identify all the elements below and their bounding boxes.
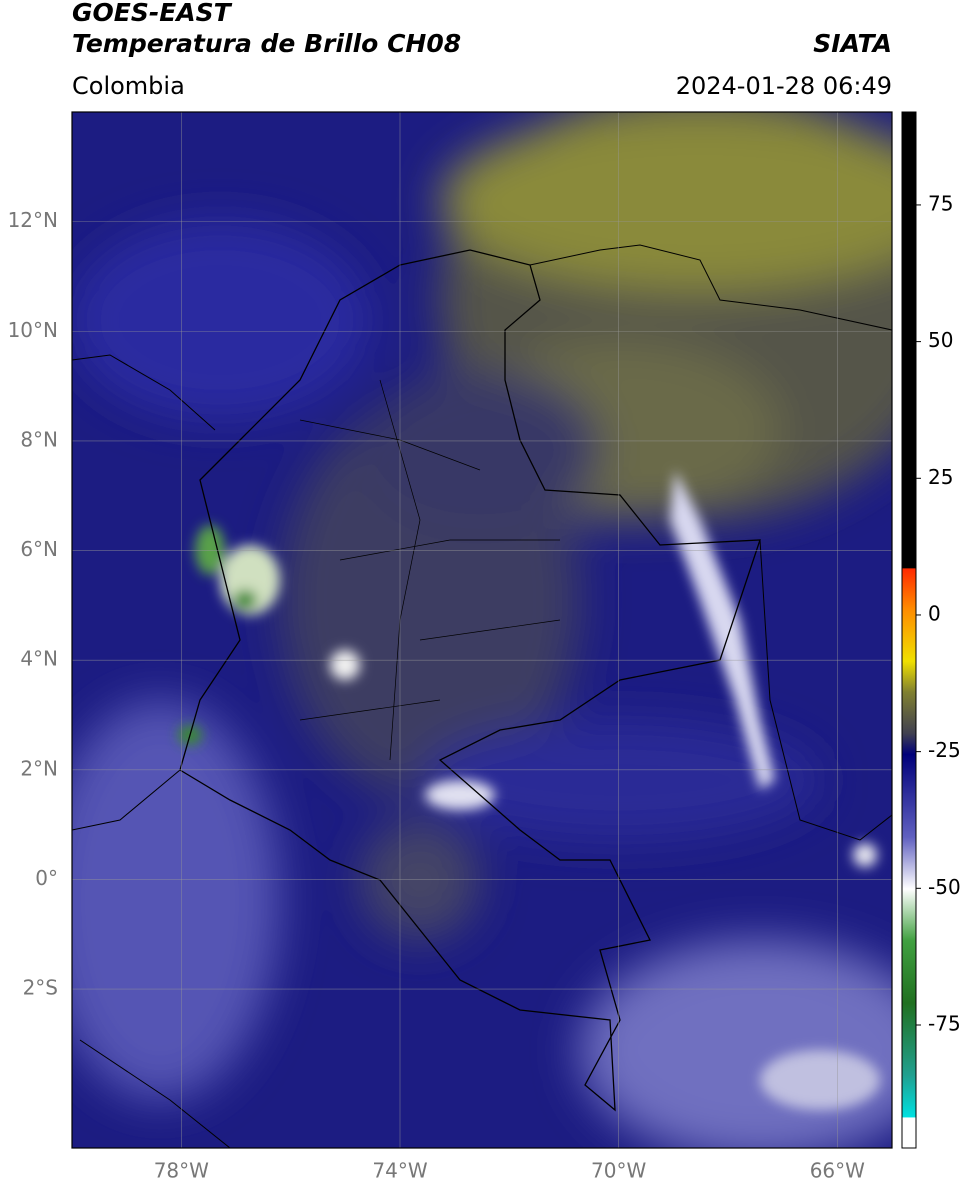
y-tick-label: 6°N (20, 537, 58, 561)
y-tick-label: 10°N (8, 318, 58, 342)
datetime: 2024-01-28 06:49 (676, 72, 892, 100)
colorbar-tick-label: 25 (928, 465, 953, 489)
region: Colombia (72, 72, 185, 100)
source: SIATA (813, 29, 892, 58)
colorbar-tick-label: -75 (928, 1011, 961, 1035)
subtitle: Temperatura de Brillo CH08 (72, 29, 461, 58)
colorbar-tick-label: -50 (928, 875, 961, 899)
y-tick-label: 2°N (20, 756, 58, 780)
y-tick-label: 4°N (20, 647, 58, 671)
colorbar-tick-label: 0 (928, 601, 941, 625)
satellite-image (72, 112, 892, 1148)
x-tick-label: 66°W (810, 1159, 865, 1183)
map-frame (71, 111, 893, 1149)
colorbar-tick-label: 50 (928, 328, 953, 352)
colorbar (901, 111, 917, 1149)
y-tick-label: 0° (35, 866, 58, 890)
title: GOES-EAST (72, 0, 233, 27)
x-tick-label: 70°W (591, 1159, 646, 1183)
y-tick-label: 12°N (8, 208, 58, 232)
colorbar-tick-label: -25 (928, 738, 961, 762)
y-tick-label: 8°N (20, 427, 58, 451)
y-tick-label: 2°S (23, 976, 58, 1000)
grid (72, 112, 892, 1148)
x-tick-label: 78°W (154, 1159, 209, 1183)
x-tick-label: 74°W (372, 1159, 427, 1183)
colorbar-tick-label: 75 (928, 191, 953, 215)
